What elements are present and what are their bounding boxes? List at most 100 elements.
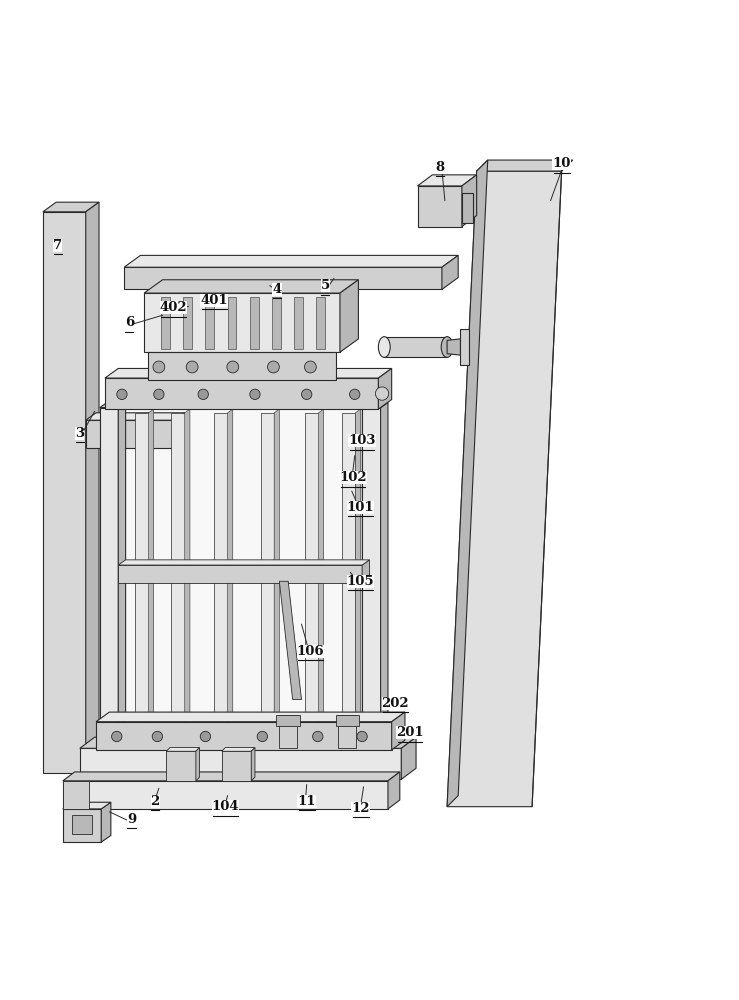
Polygon shape [392, 712, 405, 750]
Text: 8: 8 [435, 161, 444, 174]
Polygon shape [276, 715, 300, 726]
Circle shape [200, 731, 211, 742]
Polygon shape [305, 413, 319, 722]
Text: 4: 4 [273, 283, 282, 296]
Polygon shape [362, 402, 388, 408]
Polygon shape [63, 809, 101, 842]
Polygon shape [63, 802, 111, 809]
Circle shape [268, 361, 279, 373]
Polygon shape [442, 255, 458, 289]
Ellipse shape [378, 337, 390, 357]
Polygon shape [381, 402, 388, 725]
Polygon shape [124, 267, 442, 289]
Polygon shape [378, 368, 392, 409]
Polygon shape [316, 297, 325, 349]
Text: 106: 106 [296, 645, 324, 658]
Polygon shape [355, 409, 361, 722]
Polygon shape [148, 352, 336, 380]
Polygon shape [174, 413, 185, 448]
Circle shape [250, 389, 260, 399]
Polygon shape [418, 175, 477, 186]
Polygon shape [135, 413, 149, 722]
Polygon shape [144, 293, 340, 352]
Polygon shape [183, 297, 192, 349]
Polygon shape [388, 772, 400, 809]
Polygon shape [319, 409, 324, 722]
Polygon shape [72, 815, 92, 834]
Polygon shape [118, 565, 362, 583]
Polygon shape [222, 748, 255, 751]
Polygon shape [272, 297, 281, 349]
Circle shape [313, 731, 323, 742]
Polygon shape [362, 408, 381, 725]
Circle shape [152, 731, 163, 742]
Polygon shape [460, 329, 469, 365]
Polygon shape [336, 715, 359, 726]
Polygon shape [477, 160, 573, 171]
Polygon shape [118, 409, 362, 725]
Text: 105: 105 [347, 575, 375, 588]
Text: 402: 402 [160, 301, 188, 314]
Polygon shape [228, 297, 236, 349]
Text: 9: 9 [127, 813, 136, 826]
Polygon shape [362, 404, 370, 725]
Polygon shape [205, 297, 214, 349]
Text: 103: 103 [348, 434, 376, 447]
Polygon shape [338, 715, 356, 748]
Polygon shape [100, 408, 118, 725]
Polygon shape [250, 297, 259, 349]
Polygon shape [214, 413, 228, 722]
Polygon shape [274, 409, 279, 722]
Text: 7: 7 [53, 239, 62, 252]
Polygon shape [118, 560, 370, 565]
Polygon shape [86, 420, 174, 448]
Text: 2: 2 [151, 795, 160, 808]
Polygon shape [279, 581, 302, 700]
Text: 3: 3 [75, 427, 84, 440]
Polygon shape [166, 748, 200, 751]
Text: 11: 11 [297, 795, 316, 808]
Polygon shape [185, 409, 190, 722]
Polygon shape [196, 748, 200, 781]
Text: 5: 5 [321, 279, 330, 292]
Circle shape [257, 731, 268, 742]
Text: 401: 401 [200, 294, 228, 307]
Polygon shape [362, 560, 370, 583]
Polygon shape [43, 212, 86, 773]
Text: 201: 201 [396, 726, 424, 739]
Text: 12: 12 [351, 802, 370, 815]
Polygon shape [447, 160, 488, 807]
Text: 202: 202 [381, 697, 409, 710]
Polygon shape [384, 337, 447, 357]
Polygon shape [63, 781, 388, 809]
Polygon shape [86, 413, 185, 420]
Polygon shape [340, 280, 358, 352]
Polygon shape [80, 737, 416, 748]
Text: 10: 10 [553, 157, 571, 170]
Circle shape [153, 361, 165, 373]
Text: 102: 102 [339, 471, 367, 484]
Polygon shape [261, 413, 274, 722]
Polygon shape [43, 202, 99, 212]
Circle shape [198, 389, 208, 399]
Circle shape [117, 389, 127, 399]
Circle shape [375, 387, 389, 400]
Polygon shape [105, 378, 378, 409]
Polygon shape [251, 748, 255, 781]
Polygon shape [80, 748, 401, 779]
Polygon shape [63, 772, 400, 781]
Polygon shape [462, 193, 473, 223]
Polygon shape [105, 368, 392, 378]
Circle shape [154, 389, 164, 399]
Polygon shape [100, 402, 126, 408]
Polygon shape [447, 339, 460, 355]
Circle shape [112, 731, 122, 742]
Polygon shape [222, 751, 251, 781]
Polygon shape [118, 402, 126, 725]
Polygon shape [342, 413, 355, 722]
Text: 104: 104 [211, 800, 239, 813]
Polygon shape [294, 297, 303, 349]
Polygon shape [401, 737, 416, 779]
Polygon shape [462, 175, 477, 227]
Circle shape [357, 731, 367, 742]
